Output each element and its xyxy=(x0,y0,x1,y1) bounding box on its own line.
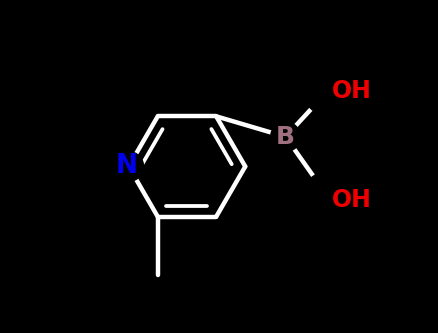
Circle shape xyxy=(270,122,300,152)
Text: OH: OH xyxy=(331,79,371,103)
Circle shape xyxy=(304,73,345,114)
Text: N: N xyxy=(115,154,137,179)
Circle shape xyxy=(113,152,143,181)
Circle shape xyxy=(304,172,345,213)
Text: OH: OH xyxy=(331,187,371,211)
Text: B: B xyxy=(276,125,294,149)
